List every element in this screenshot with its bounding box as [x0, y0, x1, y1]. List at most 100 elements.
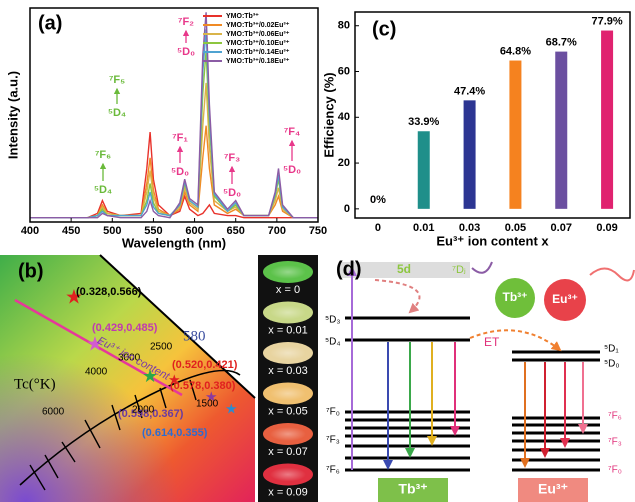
- band-5d: [340, 262, 470, 278]
- photo-label: x = 0: [276, 284, 300, 296]
- x-tick-label: 0.01: [413, 222, 434, 234]
- bar: [601, 30, 614, 209]
- x-tick-label: 0.03: [459, 222, 480, 234]
- wavelength-label: 580: [183, 328, 206, 344]
- ion-label: Tb³⁺: [503, 290, 528, 304]
- y-axis-label: Intensity (a.u.): [5, 71, 20, 159]
- eu-ion: [544, 279, 586, 321]
- ion-label: Eu³⁺: [552, 292, 578, 306]
- x-tick-label: 0.05: [505, 222, 526, 234]
- temperature: 2500: [150, 342, 173, 353]
- level-label: ⁷F₆: [608, 411, 622, 422]
- tb-box: [378, 478, 448, 502]
- level-label: ⁷F₀: [608, 465, 622, 476]
- y-tick-label: 60: [338, 65, 350, 77]
- value-label: 77.9%: [591, 15, 622, 27]
- star: ★: [168, 372, 181, 388]
- x-tick-label: 400: [21, 225, 39, 237]
- point-label: (0.578,0.380): [170, 380, 236, 392]
- value-label: 47.4%: [454, 85, 485, 97]
- photo-highlight: [270, 346, 306, 360]
- panel-label: (d): [336, 258, 362, 280]
- star: ★: [205, 389, 218, 405]
- y-tick-label: 0: [344, 203, 350, 215]
- x-tick-label: 600: [185, 225, 203, 237]
- star: ★: [225, 401, 238, 417]
- temperature: 6000: [42, 407, 65, 418]
- tb-ion: [495, 278, 535, 318]
- photo-label: x = 0.03: [268, 365, 307, 377]
- point-label: (0.429,0.485): [92, 322, 158, 334]
- star: ★: [65, 286, 83, 308]
- photo-highlight: [270, 386, 306, 401]
- energy-panel: (d) 5d ⁷Dⱼ ⁵D₃ ⁵D₄ ET ⁵D₁ ⁵D₀ ⁷F₀ ⁷F₃ ⁷F…: [325, 258, 635, 502]
- cie-blue-region: [0, 255, 255, 502]
- point-label: (0.520,0.421): [172, 359, 238, 371]
- x-tick-label: 550: [144, 225, 162, 237]
- x-axis-label: Eu³⁺ ion content x: [436, 233, 549, 248]
- transition-label: ⁷F₄: [284, 126, 301, 138]
- x-tick-label: 500: [103, 225, 121, 237]
- eu-box: [518, 478, 588, 502]
- transition-label: ⁷F₂: [178, 16, 194, 28]
- x-tick-label: 650: [227, 225, 245, 237]
- photo-highlight: [270, 305, 306, 320]
- photo-label: x = 0.05: [268, 405, 307, 417]
- y-axis-label: Efficiency (%): [321, 72, 336, 157]
- point-label: (0.598,0.367): [118, 408, 184, 420]
- legend-label: YMO:Tb³⁺/0.02Eu³⁺: [226, 22, 290, 29]
- level-label: ⁵D₁: [604, 344, 619, 355]
- transition-label: ⁷F₁: [172, 132, 188, 144]
- transition-label: ⁵D₄: [94, 184, 112, 196]
- et-label: ET: [484, 335, 500, 349]
- cie-panel: ★ ★ ★ ★ ★ ★ (b) (0.328,0.566) (0.429,0.4…: [0, 254, 256, 502]
- temperature: 3000: [118, 353, 141, 364]
- y-tick-label: 80: [338, 20, 350, 32]
- temperature: 1500: [196, 399, 219, 410]
- photo-strip: x = 0 x = 0.01 x = 0.03 x = 0.05 x = 0.07 x =…: [258, 255, 318, 502]
- legend-label: YMO:Tb³⁺/0.10Eu³⁺: [226, 40, 290, 47]
- photo-label: x = 0.07: [268, 446, 307, 458]
- photo-background: [258, 255, 318, 502]
- tb-ground-levels: [345, 410, 470, 472]
- x-tick-label: 0.07: [551, 222, 572, 234]
- value-label: 0%: [370, 194, 386, 206]
- x-tick-label: 0.09: [596, 222, 617, 234]
- temperature-title: Tc(°K): [14, 376, 56, 392]
- transition-label: ⁵D₀: [177, 46, 195, 58]
- trend-line: [14, 298, 183, 397]
- level-label: ⁷F₃: [326, 435, 340, 446]
- level-label: ⁵D₃: [325, 315, 340, 326]
- photo-highlight: [270, 427, 306, 441]
- transition-label: ⁷F₃: [224, 152, 240, 164]
- transition-label: ⁵D₀: [171, 166, 189, 178]
- isotherms: [29, 379, 197, 491]
- value-label: 33.9%: [408, 116, 439, 128]
- panel-label: (b): [18, 260, 44, 282]
- transitions: [347, 261, 635, 470]
- spectral-locus: [99, 254, 256, 399]
- level-label: ⁵D₄: [325, 337, 340, 348]
- transition-label: ⁵D₄: [108, 107, 126, 119]
- legend-label: YMO:Tb³⁺/0.06Eu³⁺: [226, 31, 290, 38]
- value-label: 64.8%: [500, 45, 531, 57]
- box-label: Tb³⁺: [398, 481, 427, 497]
- level-label: ⁷F₆: [326, 465, 340, 476]
- y-tick-label: 40: [338, 111, 350, 123]
- level-label: 5d: [397, 262, 411, 276]
- legend-label: YMO:Tb³⁺/0.18Eu³⁺: [226, 58, 290, 65]
- x-tick-label: 450: [62, 225, 80, 237]
- temperature: 2000: [132, 405, 155, 416]
- level-label: ⁷Dⱼ: [452, 264, 466, 276]
- temperature: 4000: [85, 367, 108, 378]
- planckian-locus: [19, 369, 241, 486]
- plot-frame: [354, 11, 631, 219]
- x-axis-label: Wavelength (nm): [122, 235, 226, 250]
- bar: [463, 100, 476, 209]
- level-label: ⁵D₀: [604, 359, 620, 370]
- x-tick-label: 750: [309, 225, 327, 237]
- x-tick-label: 0: [375, 222, 381, 234]
- box-label: Eu³⁺: [538, 481, 568, 497]
- photo-highlight: [270, 265, 306, 279]
